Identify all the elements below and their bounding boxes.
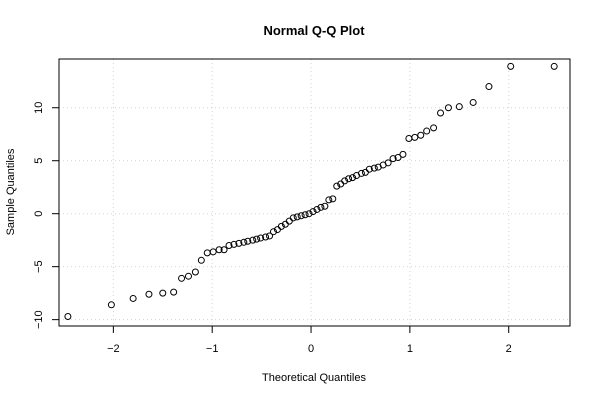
data-point [394,154,402,162]
x-axis: −2 −1 0 1 2 [107,326,512,355]
data-point [357,169,365,177]
data-point [184,272,192,280]
y-tick-label: 10 [33,102,45,114]
data-point [129,294,137,302]
data-point [313,205,321,213]
data-point [417,131,425,139]
data-point [203,249,211,257]
y-tick-label: −5 [33,260,45,273]
data-point [507,62,515,70]
data-point [444,104,452,112]
data-point [209,248,217,256]
data-point [230,240,238,248]
data-point [178,274,186,282]
y-axis: −10 −5 0 5 10 [33,102,59,329]
data-point [262,233,270,241]
data-point [191,268,199,276]
y-tick-label: 0 [33,211,45,217]
data-point [317,203,325,211]
data-point [215,246,223,254]
data-point [269,228,277,236]
data-point [244,237,252,245]
data-point [305,210,313,218]
data-point [240,238,248,246]
x-tick-label: −2 [107,343,120,355]
x-tick-label: −1 [206,343,219,355]
data-point [389,155,397,163]
data-point [469,98,477,106]
data-point [285,217,293,225]
data-point [405,134,413,142]
data-points [64,62,558,320]
data-point [437,109,445,117]
data-point [341,177,349,185]
data-point [349,174,357,182]
data-point [309,208,317,216]
data-point [297,212,305,220]
data-point [249,236,257,244]
x-tick-label: 1 [407,343,413,355]
data-point [430,124,438,132]
data-point [329,195,337,203]
data-point [197,256,205,264]
data-point [235,239,243,247]
data-point [225,241,233,249]
data-point [370,164,378,172]
data-point [289,214,297,222]
data-point [485,83,493,91]
data-point [220,246,228,254]
data-point [266,232,274,240]
data-point [253,235,261,243]
data-point [423,127,431,135]
grid-lines [59,59,570,326]
data-point [301,211,309,219]
data-point [384,159,392,167]
data-point [550,62,558,70]
x-tick-label: 0 [308,343,314,355]
data-point [345,175,353,183]
y-tick-label: 5 [33,158,45,164]
y-tick-label: −10 [33,310,45,329]
data-point [170,288,178,296]
data-point [365,165,373,173]
data-point [257,234,265,242]
data-point [321,202,329,210]
data-point [325,196,333,204]
x-tick-label: 2 [506,343,512,355]
plot-frame [58,58,571,327]
data-point [277,222,285,230]
data-point [333,182,341,190]
x-axis-label: Theoretical Quantiles [262,372,366,384]
data-point [455,103,463,111]
chart-title: Normal Q-Q Plot [263,23,365,38]
data-point [361,168,369,176]
data-point [107,301,115,309]
data-point [411,133,419,141]
data-point [159,289,167,297]
data-point [64,312,72,320]
data-point [293,213,301,221]
data-point [399,150,407,158]
y-axis-label: Sample Quantiles [5,148,17,235]
data-point [145,290,153,298]
